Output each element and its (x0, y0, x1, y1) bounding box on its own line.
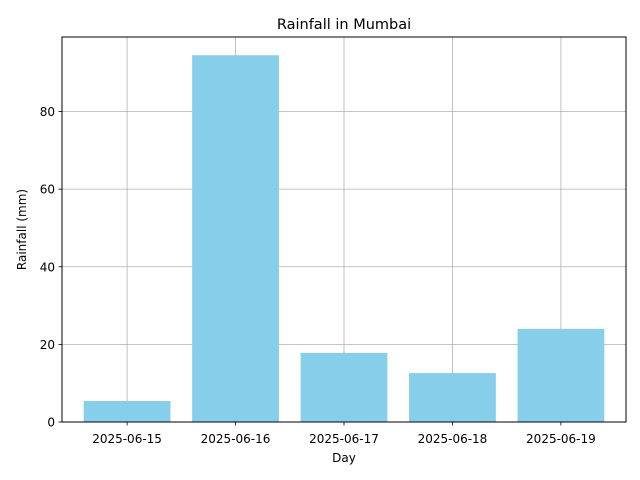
chart-title: Rainfall in Mumbai (277, 17, 411, 33)
x-tick-label: 2025-06-17 (309, 432, 379, 446)
y-tick-label: 80 (40, 105, 55, 119)
x-tick-label: 2025-06-18 (418, 432, 488, 446)
x-tick-label: 2025-06-19 (526, 432, 596, 446)
bar (192, 55, 279, 422)
y-tick-label: 20 (40, 338, 55, 352)
y-axis-label: Rainfall (mm) (15, 189, 29, 270)
y-tick-label: 40 (40, 260, 55, 274)
bar (83, 401, 171, 422)
y-axis-ticks: 0 20 40 60 80 (40, 105, 62, 430)
x-axis-ticks: 2025-06-15 2025-06-16 2025-06-17 2025-06-18… (92, 422, 596, 446)
bar (409, 373, 496, 422)
y-tick-label: 0 (47, 416, 55, 430)
bars (83, 55, 605, 422)
bar (517, 328, 605, 422)
bar (300, 352, 388, 422)
x-tick-label: 2025-06-16 (201, 432, 271, 446)
y-tick-label: 60 (40, 183, 55, 197)
x-tick-label: 2025-06-15 (92, 432, 162, 446)
x-axis-label: Day (332, 451, 356, 465)
